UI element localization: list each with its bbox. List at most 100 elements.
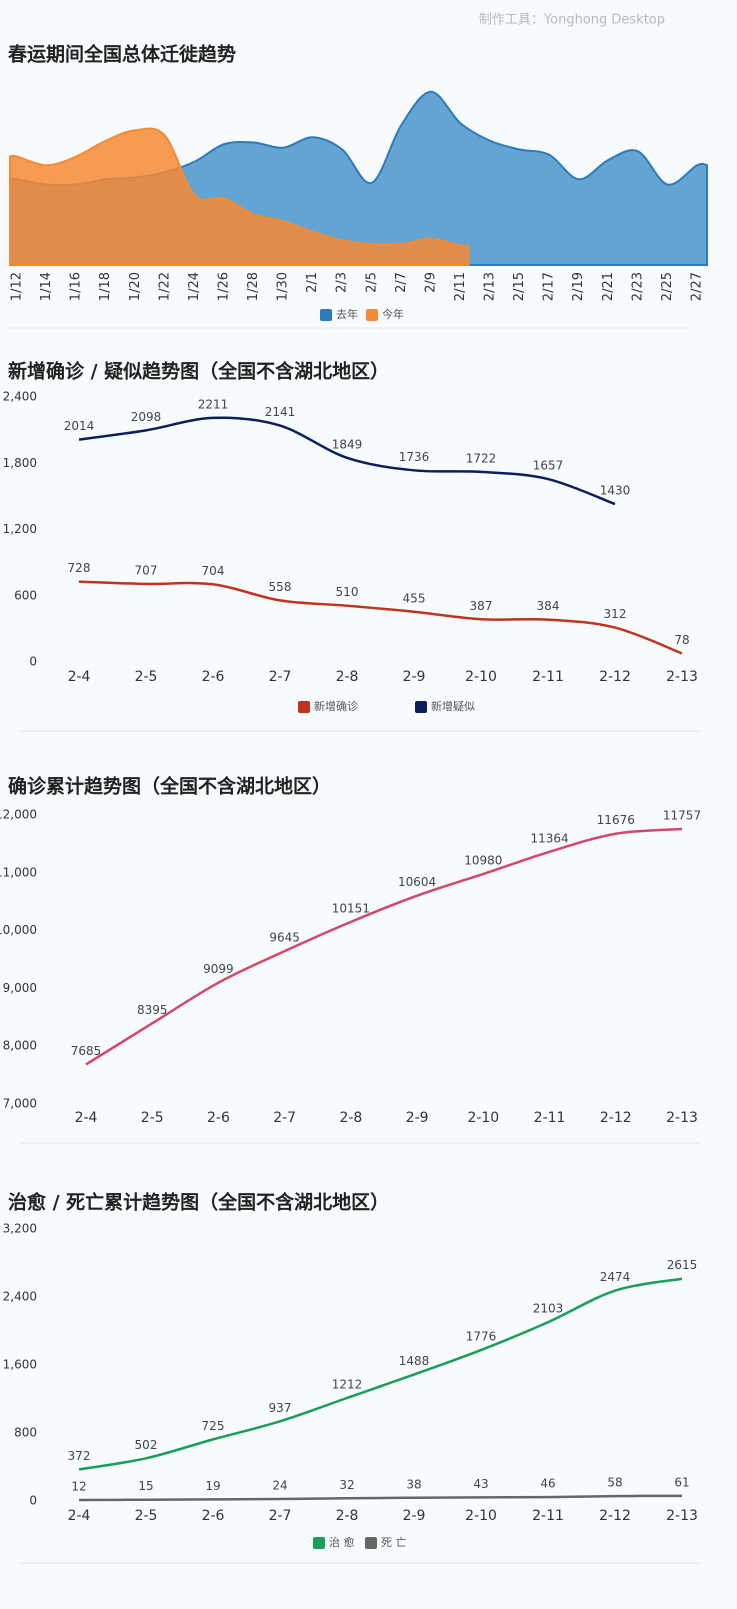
data-label: 1736 bbox=[399, 450, 430, 464]
data-label: 19 bbox=[205, 1479, 220, 1493]
x-tick-label: 1/22 bbox=[157, 272, 172, 301]
data-label: 12 bbox=[71, 1479, 86, 1493]
data-label: 10980 bbox=[464, 853, 502, 867]
data-label: 58 bbox=[607, 1476, 622, 1490]
chart-title: 治愈 / 死亡累计趋势图（全国不含湖北地区） bbox=[8, 1191, 389, 1214]
line bbox=[78, 416, 616, 506]
x-tick-label: 2-6 bbox=[207, 1110, 230, 1126]
x-tick-label: 2-9 bbox=[403, 1508, 426, 1524]
x-tick-label: 2-5 bbox=[141, 1110, 164, 1126]
x-tick-label: 2-12 bbox=[599, 1508, 631, 1524]
data-label: 43 bbox=[473, 1477, 488, 1491]
data-label: 24 bbox=[272, 1478, 287, 1492]
legend-label: 今年 bbox=[382, 307, 404, 321]
data-label: 78 bbox=[674, 633, 689, 647]
x-tick-label: 2/7 bbox=[394, 272, 409, 293]
data-label: 11364 bbox=[530, 831, 568, 845]
x-tick-label: 2-6 bbox=[202, 669, 225, 685]
line bbox=[85, 827, 683, 1066]
x-tick-label: 2-11 bbox=[532, 669, 564, 685]
data-label: 2211 bbox=[198, 397, 229, 411]
x-tick-label: 2/3 bbox=[335, 272, 350, 293]
data-label: 1776 bbox=[466, 1330, 497, 1344]
line bbox=[78, 1494, 683, 1502]
y-tick-label: 11,000 bbox=[0, 865, 37, 879]
data-label: 32 bbox=[339, 1478, 354, 1492]
x-tick-label: 2-8 bbox=[339, 1110, 362, 1126]
data-label: 2103 bbox=[533, 1302, 564, 1316]
x-tick-label: 2-12 bbox=[599, 669, 631, 685]
data-label: 704 bbox=[202, 564, 225, 578]
x-tick-label: 1/14 bbox=[39, 272, 54, 301]
data-label: 2474 bbox=[600, 1270, 631, 1284]
x-tick-label: 2-4 bbox=[68, 669, 91, 685]
data-label: 15 bbox=[138, 1479, 153, 1493]
chart-title: 新增确诊 / 疑似趋势图（全国不含湖北地区） bbox=[8, 360, 389, 383]
x-tick-label: 2-12 bbox=[600, 1110, 632, 1126]
x-tick-label: 2/21 bbox=[601, 272, 616, 301]
x-tick-label: 2-7 bbox=[269, 1508, 292, 1524]
x-tick-label: 2/11 bbox=[453, 272, 468, 301]
x-tick-label: 2-7 bbox=[269, 669, 292, 685]
x-tick-label: 2-10 bbox=[467, 1110, 499, 1126]
x-tick-label: 2/9 bbox=[423, 272, 438, 293]
data-label: 8395 bbox=[137, 1003, 168, 1017]
legend-swatch bbox=[298, 701, 310, 713]
x-tick-label: 2/27 bbox=[690, 272, 705, 301]
y-tick-label: 1,600 bbox=[3, 1358, 37, 1372]
y-tick-label: 0 bbox=[29, 655, 37, 669]
data-label: 38 bbox=[406, 1477, 421, 1491]
data-label: 61 bbox=[674, 1475, 689, 1489]
data-label: 46 bbox=[540, 1477, 555, 1491]
data-label: 10151 bbox=[332, 901, 370, 915]
legend-swatch bbox=[320, 309, 332, 321]
x-tick-label: 2/13 bbox=[483, 272, 498, 301]
x-tick-label: 2-4 bbox=[68, 1508, 91, 1524]
legend-swatch bbox=[365, 1537, 377, 1549]
x-tick-label: 2/1 bbox=[305, 272, 320, 293]
x-tick-label: 2-10 bbox=[465, 1508, 497, 1524]
y-tick-label: 10,000 bbox=[0, 923, 37, 937]
legend-label: 去年 bbox=[336, 307, 358, 321]
legend-swatch bbox=[313, 1537, 325, 1549]
legend-label: 新增确诊 bbox=[314, 699, 358, 713]
chart: 治愈 / 死亡累计趋势图（全国不含湖北地区） 0 800 1,600 2,400 3,20… bbox=[3, 1191, 698, 1549]
x-tick-label: 1/18 bbox=[98, 272, 113, 301]
chart-title: 春运期间全国总体迁徙趋势 bbox=[8, 43, 236, 66]
x-tick-label: 2-10 bbox=[465, 669, 497, 685]
y-tick-label: 7,000 bbox=[3, 1097, 37, 1111]
data-label: 7685 bbox=[71, 1044, 102, 1058]
data-label: 10604 bbox=[398, 875, 436, 889]
x-tick-label: 2-4 bbox=[75, 1110, 98, 1126]
x-tick-label: 2-6 bbox=[202, 1508, 225, 1524]
x-tick-label: 2-7 bbox=[273, 1110, 296, 1126]
data-label: 1722 bbox=[466, 451, 497, 465]
data-label: 1488 bbox=[399, 1354, 430, 1368]
x-tick-label: 1/26 bbox=[216, 272, 231, 301]
x-tick-label: 1/12 bbox=[10, 272, 25, 301]
y-tick-label: 600 bbox=[14, 588, 37, 602]
y-tick-label: 2,400 bbox=[3, 390, 37, 404]
x-tick-label: 1/24 bbox=[187, 272, 202, 301]
y-tick-label: 3,200 bbox=[3, 1222, 37, 1236]
data-label: 502 bbox=[135, 1438, 158, 1452]
data-label: 2141 bbox=[265, 405, 296, 419]
x-tick-label: 1/30 bbox=[276, 272, 291, 301]
data-label: 1212 bbox=[332, 1377, 363, 1391]
legend-label: 死 亡 bbox=[381, 1535, 407, 1549]
y-tick-label: 0 bbox=[29, 1494, 37, 1508]
x-tick-label: 2-11 bbox=[532, 1508, 564, 1524]
legend-label: 治 愈 bbox=[329, 1535, 355, 1549]
y-tick-label: 2,400 bbox=[3, 1290, 37, 1304]
x-tick-label: 2-5 bbox=[135, 1508, 158, 1524]
data-label: 728 bbox=[68, 561, 91, 575]
data-label: 384 bbox=[537, 599, 560, 613]
x-tick-label: 1/28 bbox=[246, 272, 261, 301]
line bbox=[78, 1277, 683, 1471]
y-tick-label: 800 bbox=[14, 1426, 37, 1440]
data-label: 387 bbox=[470, 599, 493, 613]
data-label: 725 bbox=[202, 1419, 225, 1433]
credit: 制作工具：Yonghong Desktop bbox=[479, 13, 665, 28]
area bbox=[9, 127, 470, 266]
